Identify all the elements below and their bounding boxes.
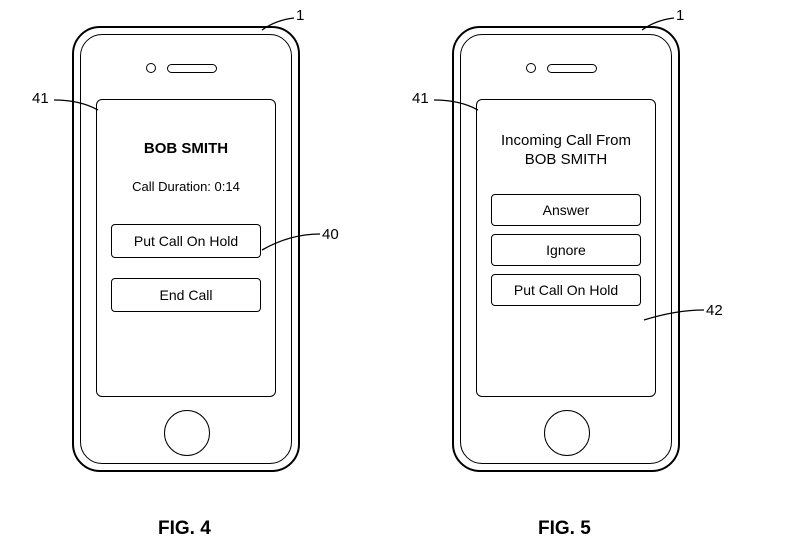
fig4-caller-name: BOB SMITH — [144, 140, 228, 159]
fig5-ref-screen: 41 — [412, 90, 429, 107]
fig5-incoming-line2: BOB SMITH — [525, 151, 608, 168]
fig4-duration: Call Duration: 0:14 — [132, 179, 240, 194]
fig5-home-button[interactable] — [544, 410, 590, 456]
fig5-ref-device: 1 — [676, 7, 684, 24]
fig5-hold-button[interactable]: Put Call On Hold — [491, 274, 641, 306]
fig5-camera — [526, 63, 536, 73]
fig4-ref-screen: 41 — [32, 90, 49, 107]
fig4-screen: BOB SMITH Call Duration: 0:14 Put Call O… — [96, 99, 276, 397]
fig5-answer-button[interactable]: Answer — [491, 194, 641, 226]
fig5-incoming: Incoming Call From BOB SMITH — [501, 132, 631, 170]
fig4-label: FIG. 4 — [158, 518, 211, 540]
fig4-ref-hold: 40 — [322, 226, 339, 243]
fig5-ignore-button[interactable]: Ignore — [491, 234, 641, 266]
fig4-ref-device: 1 — [296, 7, 304, 24]
fig4-speaker — [167, 64, 217, 73]
fig4-home-button[interactable] — [164, 410, 210, 456]
fig4-hold-button[interactable]: Put Call On Hold — [111, 224, 261, 258]
fig5-incoming-line1: Incoming Call From — [501, 132, 631, 149]
fig4-camera — [146, 63, 156, 73]
fig5-speaker — [547, 64, 597, 73]
fig4-end-button[interactable]: End Call — [111, 278, 261, 312]
fig5-screen: Incoming Call From BOB SMITH Answer Igno… — [476, 99, 656, 397]
fig5-ref-hold: 42 — [706, 302, 723, 319]
fig5-label: FIG. 5 — [538, 518, 591, 540]
